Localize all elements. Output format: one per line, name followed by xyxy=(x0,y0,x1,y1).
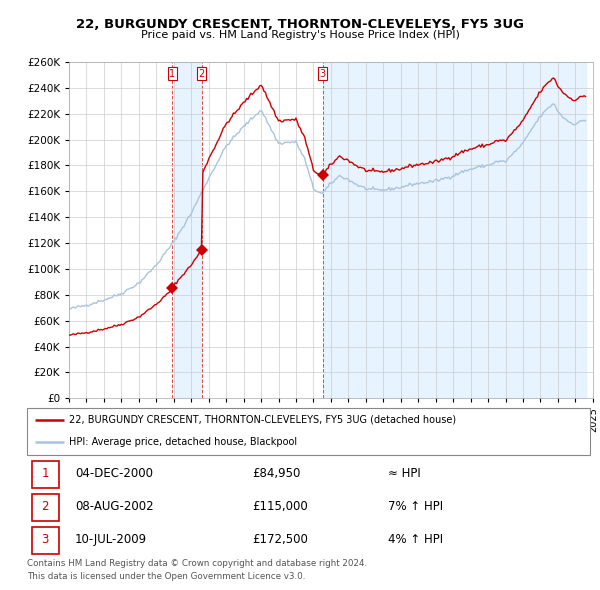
Text: 10-JUL-2009: 10-JUL-2009 xyxy=(75,533,147,546)
FancyBboxPatch shape xyxy=(32,461,59,488)
Text: HPI: Average price, detached house, Blackpool: HPI: Average price, detached house, Blac… xyxy=(70,437,298,447)
Text: 1: 1 xyxy=(169,68,175,78)
FancyBboxPatch shape xyxy=(27,408,590,454)
Text: 4% ↑ HPI: 4% ↑ HPI xyxy=(388,533,443,546)
FancyBboxPatch shape xyxy=(32,527,59,554)
Text: 1: 1 xyxy=(41,467,49,480)
Text: 04-DEC-2000: 04-DEC-2000 xyxy=(75,467,153,480)
Text: £84,950: £84,950 xyxy=(253,467,301,480)
Text: 3: 3 xyxy=(319,68,326,78)
Text: 08-AUG-2002: 08-AUG-2002 xyxy=(75,500,154,513)
Text: Contains HM Land Registry data © Crown copyright and database right 2024.: Contains HM Land Registry data © Crown c… xyxy=(27,559,367,568)
Text: 2: 2 xyxy=(199,68,205,78)
Text: 22, BURGUNDY CRESCENT, THORNTON-CLEVELEYS, FY5 3UG: 22, BURGUNDY CRESCENT, THORNTON-CLEVELEY… xyxy=(76,18,524,31)
Text: 22, BURGUNDY CRESCENT, THORNTON-CLEVELEYS, FY5 3UG (detached house): 22, BURGUNDY CRESCENT, THORNTON-CLEVELEY… xyxy=(70,415,457,425)
Text: 7% ↑ HPI: 7% ↑ HPI xyxy=(388,500,443,513)
Text: ≈ HPI: ≈ HPI xyxy=(388,467,421,480)
Text: £172,500: £172,500 xyxy=(253,533,308,546)
Text: £115,000: £115,000 xyxy=(253,500,308,513)
Text: Price paid vs. HM Land Registry's House Price Index (HPI): Price paid vs. HM Land Registry's House … xyxy=(140,30,460,40)
Text: This data is licensed under the Open Government Licence v3.0.: This data is licensed under the Open Gov… xyxy=(27,572,305,581)
FancyBboxPatch shape xyxy=(32,494,59,521)
Text: 3: 3 xyxy=(41,533,49,546)
Text: 2: 2 xyxy=(41,500,49,513)
